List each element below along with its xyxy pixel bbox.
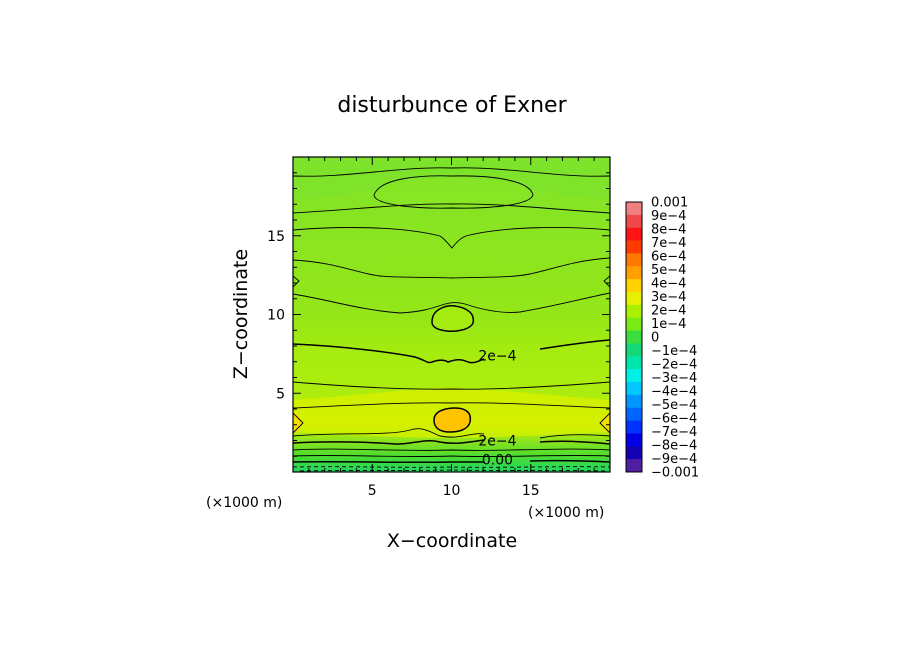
contour-label: 2e−4: [478, 348, 516, 364]
colorbar-label: 9e−4: [651, 209, 686, 224]
contour-lines: [293, 167, 610, 472]
colorbar-label: 3e−4: [651, 290, 686, 305]
contour-labels: 2e−4 2e−4 0.00: [478, 348, 516, 468]
contour-label: 2e−4: [478, 434, 516, 450]
contour-line-2e-4-upper-b: [539, 339, 610, 350]
colorbar-swatch: [626, 369, 642, 383]
x-axis-unit-right: (×1000 m): [528, 505, 604, 521]
colorbar-label: −0.001: [651, 466, 699, 481]
plot-area: [293, 157, 610, 472]
colorbar-label: 7e−4: [651, 236, 686, 251]
colorbar-label: 8e−4: [651, 223, 686, 238]
colorbar-label: 0: [651, 331, 659, 346]
colorbar-swatch: [626, 330, 642, 344]
colorbar-swatch: [626, 240, 642, 254]
colorbar-label: 1e−4: [651, 317, 686, 332]
colorbar-label: −1e−4: [651, 344, 697, 359]
colorbar-label: −2e−4: [651, 358, 697, 373]
y-tick-label: 5: [276, 386, 285, 402]
colorbar-label: 2e−4: [651, 304, 686, 319]
chart-title: disturbunce of Exner: [337, 93, 567, 118]
colorbar-swatch: [626, 304, 642, 319]
contour-label: 0.00: [482, 452, 513, 468]
colorbar-swatch: [626, 253, 642, 267]
band-region-1: [293, 340, 610, 400]
colorbar-label: −7e−4: [651, 425, 697, 440]
contour-line-2e-4-upper: [293, 343, 485, 364]
colorbar-swatch: [626, 317, 642, 331]
colorbar-swatch: [626, 266, 642, 280]
colorbar-swatch: [626, 407, 642, 421]
colorbar-swatch: [626, 227, 642, 241]
colorbar-label: 6e−4: [651, 250, 686, 265]
colorbar-label: −5e−4: [651, 398, 697, 413]
contour-line: [293, 203, 610, 214]
upper-ellipse-region: [374, 178, 530, 206]
colorbar-label: 4e−4: [651, 277, 686, 292]
colorbar-swatch: [626, 433, 642, 447]
left-edge-blob: [293, 413, 301, 433]
y-axis-label: Z−coordinate: [230, 249, 252, 379]
contour-line: [373, 175, 534, 209]
y-tick-label: 15: [267, 229, 285, 245]
colorbar-swatch: [626, 292, 642, 306]
contour-line: [293, 428, 485, 438]
contour-line: [599, 412, 610, 434]
center-lower-blob: [434, 408, 471, 432]
x-axis-label: X−coordinate: [387, 530, 517, 552]
colorbar-swatch: [626, 459, 642, 473]
colorbar-label: −9e−4: [651, 452, 697, 467]
contour-line-negative: [293, 466, 610, 468]
contour-line: [293, 381, 610, 390]
contour-line: [293, 448, 610, 451]
contour-line: [293, 454, 610, 458]
x-axis-unit-left: (×1000 m): [206, 495, 282, 511]
colorbar-label: 5e−4: [651, 263, 686, 278]
contour-line-zero: [293, 460, 484, 464]
x-tick-label: 5: [368, 483, 377, 499]
colorbar-swatch: [626, 394, 642, 409]
contour-line: [293, 275, 300, 288]
contour-line: [293, 227, 610, 249]
colorbar-label: 0.001: [651, 196, 688, 211]
colorbar-swatch: [626, 279, 642, 293]
colorbar: 0.0019e−48e−47e−46e−45e−44e−43e−42e−41e−…: [625, 196, 699, 481]
contour-line: [293, 292, 610, 314]
colorbar-swatch: [626, 446, 642, 460]
right-edge-blob: [602, 413, 610, 433]
colorbar-swatch: [626, 343, 642, 357]
colorbar-swatch: [626, 356, 642, 370]
y-axis-ticks: 5 10 15: [267, 172, 610, 457]
contour-line: [433, 407, 472, 433]
contour-line: [431, 305, 475, 332]
contour-line: [539, 434, 610, 439]
x-axis-ticks: 5 10 15: [308, 157, 595, 499]
contour-line: [603, 275, 610, 288]
colorbar-frame: [625, 201, 643, 473]
colorbar-label: −3e−4: [651, 371, 697, 386]
colorbar-swatch: [626, 202, 642, 216]
contour-line: [293, 402, 610, 409]
colorbar-swatch: [626, 420, 642, 434]
contour-line: [293, 167, 610, 177]
colorbar-label: −6e−4: [651, 412, 697, 427]
colorbar-label: −8e−4: [651, 439, 697, 454]
contour-line-zero-b: [529, 459, 610, 463]
contour-line: [293, 257, 610, 279]
contour-line: [293, 412, 304, 434]
x-tick-label: 15: [522, 483, 540, 499]
y-tick-label: 10: [267, 308, 285, 324]
contour-line-2e-4-lower-b: [539, 440, 610, 445]
colorbar-swatch: [626, 382, 642, 396]
x-tick-label: 10: [443, 483, 461, 499]
colorbar-label: −4e−4: [651, 385, 697, 400]
center-upper-blob: [432, 305, 474, 332]
contour-line-2e-4-lower: [293, 439, 485, 445]
colorbar-swatch: [626, 214, 642, 229]
